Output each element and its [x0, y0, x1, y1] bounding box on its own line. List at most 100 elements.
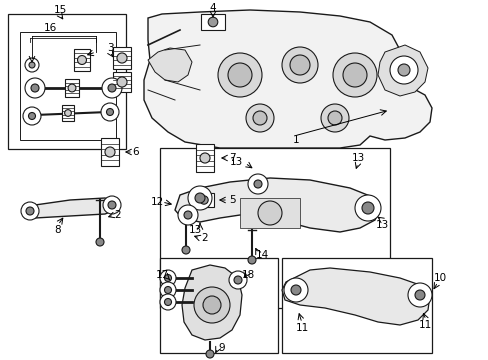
- Circle shape: [29, 62, 35, 68]
- Bar: [201, 14, 224, 30]
- Polygon shape: [282, 268, 429, 325]
- Circle shape: [327, 111, 341, 125]
- Circle shape: [117, 77, 127, 87]
- Circle shape: [320, 104, 348, 132]
- Polygon shape: [22, 198, 115, 218]
- Circle shape: [253, 180, 262, 188]
- Circle shape: [200, 153, 210, 163]
- Circle shape: [103, 196, 121, 214]
- Text: 5: 5: [228, 195, 235, 205]
- Bar: [8, 14, 126, 149]
- Text: 10: 10: [432, 273, 446, 283]
- Circle shape: [284, 278, 307, 302]
- Text: 2: 2: [115, 210, 121, 220]
- Circle shape: [194, 287, 229, 323]
- Text: 16: 16: [43, 23, 57, 33]
- Circle shape: [252, 111, 266, 125]
- Circle shape: [205, 350, 214, 358]
- Circle shape: [195, 193, 204, 203]
- Circle shape: [68, 84, 76, 92]
- Bar: [160, 148, 389, 308]
- Circle shape: [160, 294, 176, 310]
- Circle shape: [203, 296, 221, 314]
- Circle shape: [78, 55, 86, 64]
- Text: 13: 13: [375, 220, 388, 230]
- Circle shape: [182, 246, 190, 254]
- Circle shape: [218, 53, 262, 97]
- Polygon shape: [182, 265, 242, 340]
- Circle shape: [23, 107, 41, 125]
- Circle shape: [102, 78, 122, 98]
- Text: 15: 15: [53, 5, 66, 15]
- Text: 17: 17: [155, 270, 168, 280]
- Text: 12: 12: [150, 197, 163, 207]
- Circle shape: [354, 195, 380, 221]
- Circle shape: [247, 174, 267, 194]
- Bar: [113, 47, 131, 69]
- Bar: [113, 72, 131, 92]
- Circle shape: [187, 186, 212, 210]
- Circle shape: [200, 196, 208, 204]
- Circle shape: [397, 64, 409, 76]
- Text: 3: 3: [106, 43, 113, 53]
- Circle shape: [414, 290, 424, 300]
- Circle shape: [407, 283, 431, 307]
- Bar: [20, 32, 116, 140]
- Text: 18: 18: [241, 270, 254, 280]
- Text: 8: 8: [55, 225, 61, 235]
- Circle shape: [178, 205, 198, 225]
- Polygon shape: [377, 45, 427, 96]
- Circle shape: [332, 53, 376, 97]
- Text: 2: 2: [201, 233, 208, 243]
- Circle shape: [234, 276, 242, 284]
- Text: 6: 6: [132, 147, 139, 157]
- Circle shape: [108, 201, 116, 209]
- Bar: [74, 49, 90, 71]
- Circle shape: [25, 78, 45, 98]
- Circle shape: [342, 63, 366, 87]
- Bar: [194, 193, 214, 207]
- Circle shape: [227, 63, 251, 87]
- Bar: [65, 79, 79, 97]
- Circle shape: [258, 201, 282, 225]
- Circle shape: [228, 271, 246, 289]
- Circle shape: [106, 108, 113, 116]
- Circle shape: [289, 55, 309, 75]
- Bar: [240, 198, 299, 228]
- Circle shape: [25, 58, 39, 72]
- Circle shape: [117, 53, 127, 63]
- Text: 11: 11: [418, 320, 431, 330]
- Text: 14: 14: [255, 250, 268, 260]
- Text: 13: 13: [188, 225, 201, 235]
- Circle shape: [101, 103, 119, 121]
- Circle shape: [64, 110, 71, 116]
- Bar: [62, 105, 74, 121]
- Text: 9: 9: [218, 343, 225, 353]
- Circle shape: [183, 211, 192, 219]
- Text: 7: 7: [228, 153, 235, 163]
- Polygon shape: [175, 178, 379, 232]
- Circle shape: [164, 287, 171, 293]
- Text: 11: 11: [295, 323, 308, 333]
- Circle shape: [21, 202, 39, 220]
- Circle shape: [282, 47, 317, 83]
- Circle shape: [208, 17, 217, 27]
- Circle shape: [290, 285, 301, 295]
- Circle shape: [247, 256, 256, 264]
- Bar: [282, 258, 431, 353]
- Circle shape: [245, 104, 273, 132]
- Circle shape: [105, 147, 115, 157]
- Circle shape: [164, 274, 171, 282]
- Circle shape: [389, 56, 417, 84]
- Text: 13: 13: [351, 153, 364, 163]
- Bar: [160, 258, 278, 353]
- Bar: [101, 138, 119, 166]
- Polygon shape: [143, 10, 431, 148]
- Circle shape: [160, 270, 176, 286]
- Circle shape: [361, 202, 373, 214]
- Circle shape: [96, 238, 104, 246]
- Circle shape: [164, 298, 171, 306]
- Circle shape: [108, 84, 116, 92]
- Bar: [196, 144, 214, 172]
- Circle shape: [160, 282, 176, 298]
